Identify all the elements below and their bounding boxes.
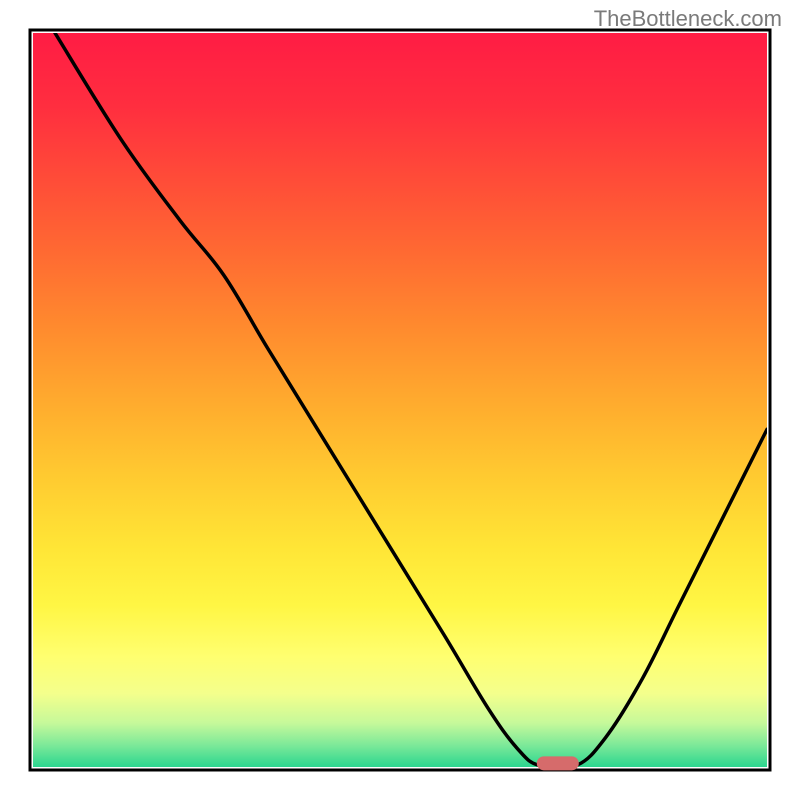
gradient-background — [33, 33, 767, 767]
watermark-text: TheBottleneck.com — [594, 6, 782, 32]
optimal-marker — [537, 756, 579, 770]
chart-container: TheBottleneck.com — [0, 0, 800, 800]
bottleneck-chart — [0, 0, 800, 800]
